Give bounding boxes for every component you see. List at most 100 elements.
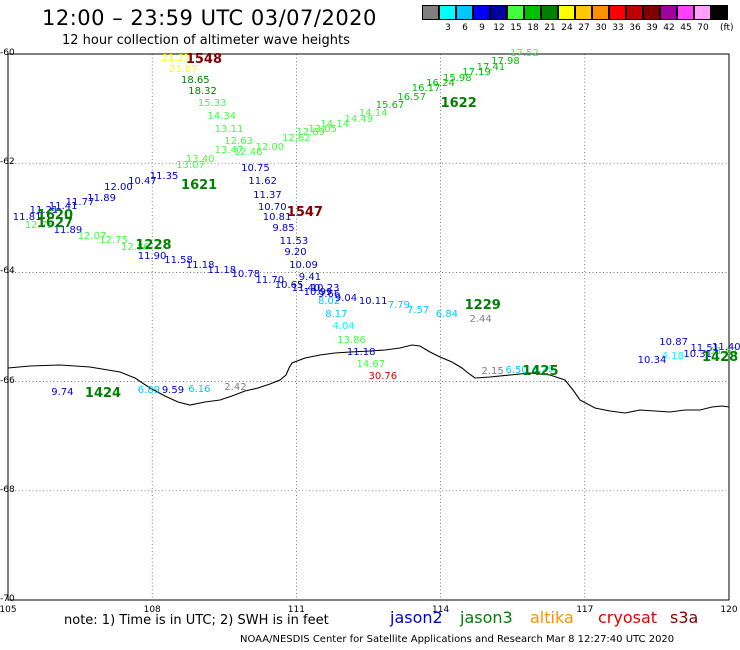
legend-tick-label: 21	[544, 23, 556, 33]
legend-swatch	[456, 5, 473, 20]
wave-height-value: 17.98	[491, 56, 520, 68]
wave-height-value: 17.52	[510, 48, 539, 59]
pass-time-label: 1548	[185, 52, 223, 68]
wave-height-value: 11.58	[164, 255, 193, 267]
legend-unit: (ft)	[720, 23, 734, 33]
lat-lon-grid	[8, 54, 729, 600]
wave-height-value: 16.57	[397, 91, 426, 103]
map-title: 12:00 – 23:59 UTC 03/07/2020	[42, 6, 377, 30]
satellite-label-altika: altika	[530, 608, 574, 627]
wave-height-value: 10.34	[637, 354, 667, 366]
pass-time-label: 1622	[440, 96, 477, 112]
pass-time-label: 1547	[286, 205, 323, 221]
wave-height-value: 12.00	[255, 141, 285, 153]
wave-height-value: 8.02	[318, 296, 341, 308]
legend-tick-label: 9	[479, 23, 485, 33]
wave-height-value: 13.07	[176, 159, 205, 171]
wave-height-value: 9.04	[334, 292, 358, 304]
legend-swatch	[575, 5, 592, 20]
wave-height-value: 11.70	[255, 274, 285, 286]
longitude-tick-label: 105	[0, 605, 17, 615]
satellite-label-cryosat: cryosat	[598, 608, 658, 627]
wave-height-value: 13.40	[185, 154, 215, 166]
wave-height-value: 11.81	[12, 211, 42, 223]
wave-height-value: 15.98	[443, 72, 472, 84]
wave-height-value: 2.15	[481, 365, 504, 377]
map-subtitle: 12 hour collection of altimeter wave hei…	[62, 33, 350, 48]
wave-height-value: 11.21	[29, 205, 59, 217]
wave-height-value: 10.78	[231, 269, 261, 281]
longitude-tick-label: 108	[143, 605, 161, 615]
legend-swatch	[592, 5, 609, 20]
wave-height-value: 14.34	[207, 110, 237, 122]
wave-height-value: 11.89	[87, 192, 116, 204]
pass-time-label: 1425	[522, 363, 559, 379]
pass-time-label: 1424	[84, 385, 122, 401]
legend-tick-label: 36	[629, 23, 641, 33]
wave-height-value: 12.00	[104, 181, 133, 193]
wave-height-value: 11.62	[248, 176, 277, 188]
legend-swatch	[626, 5, 643, 20]
wave-height-value: 4.29	[531, 363, 555, 375]
legend-swatch	[643, 5, 660, 20]
wave-height-value: 21.07	[169, 64, 198, 76]
wave-height-value: 18.65	[181, 75, 210, 87]
wave-height-value: 12.75	[99, 234, 128, 246]
legend-swatch	[558, 5, 575, 20]
wave-height-value: 9.59	[161, 385, 185, 397]
wave-height-value: 11.61	[709, 345, 739, 357]
wave-height-value: 10.99	[303, 287, 333, 299]
legend-swatch	[507, 5, 524, 20]
wave-height-value: 13.47	[214, 145, 244, 157]
wave-height-value: 8.17	[325, 308, 348, 320]
wave-height-value: 13.86	[337, 334, 366, 346]
wave-height-value: 12.89	[296, 127, 326, 139]
wave-height-value: 11.41	[48, 200, 78, 212]
latitude-tick-label: -66	[0, 375, 15, 386]
wave-height-value: 11.37	[253, 189, 282, 201]
wave-height-value: 16.24	[426, 78, 455, 90]
legend-swatch	[609, 5, 626, 20]
longitude-tick-label: 111	[287, 605, 305, 615]
wave-height-value: 10.11	[358, 296, 388, 308]
wave-height-value: 13.05	[308, 124, 338, 136]
wave-height-value: 6.50	[505, 364, 528, 376]
wave-height-value: 12.07	[77, 230, 107, 242]
wave-height-value: 10.23	[310, 282, 340, 294]
pass-time-label: 1229	[464, 298, 501, 314]
wave-height-value: 9.20	[284, 247, 307, 259]
legend-swatch	[711, 5, 728, 20]
wave-height-value: 12.62	[281, 132, 311, 144]
wave-height-value: 10.70	[257, 201, 287, 213]
wave-height-value: 9.41	[298, 271, 322, 283]
wave-height-value: 12.46	[233, 147, 263, 159]
wave-height-value: 11.18	[346, 347, 376, 359]
longitude-tick-label: 114	[432, 605, 450, 615]
wave-height-value: 11.35	[149, 170, 179, 182]
footer-credit: NOAA/NESDIS Center for Satellite Applica…	[240, 634, 675, 645]
wave-height-value: 13.11	[214, 124, 244, 136]
wave-height-value: 9.74	[51, 386, 74, 398]
wave-height-value: 16.17	[411, 83, 441, 95]
wave-height-value: 10.81	[262, 211, 292, 223]
legend-tick-label: 42	[663, 23, 675, 33]
wave-height-value: 11.40	[291, 282, 321, 294]
wave-height-value: 4.18	[661, 351, 684, 363]
legend-tick-label: 3	[445, 23, 451, 33]
legend-swatch	[422, 5, 439, 20]
wave-height-value: 17.41	[476, 61, 506, 73]
latitude-tick-label: -68	[0, 484, 15, 495]
wave-height-value: 10.87	[659, 337, 688, 349]
wave-height-value: 18.32	[188, 86, 217, 98]
wave-height-value: 4.04	[332, 321, 355, 332]
wave-height-value: 15.67	[375, 99, 405, 111]
latitude-tick-label: -64	[0, 266, 15, 277]
legend-tick-label: 30	[595, 23, 607, 33]
legend-tick-label: 70	[697, 23, 709, 33]
legend-swatch	[541, 5, 558, 20]
map-frame	[7, 53, 730, 601]
legend-swatch	[490, 5, 507, 20]
wave-height-value: 30.76	[368, 371, 398, 383]
pass-time-label: 1627	[36, 216, 74, 232]
legend-tick-label: 24	[561, 23, 573, 33]
